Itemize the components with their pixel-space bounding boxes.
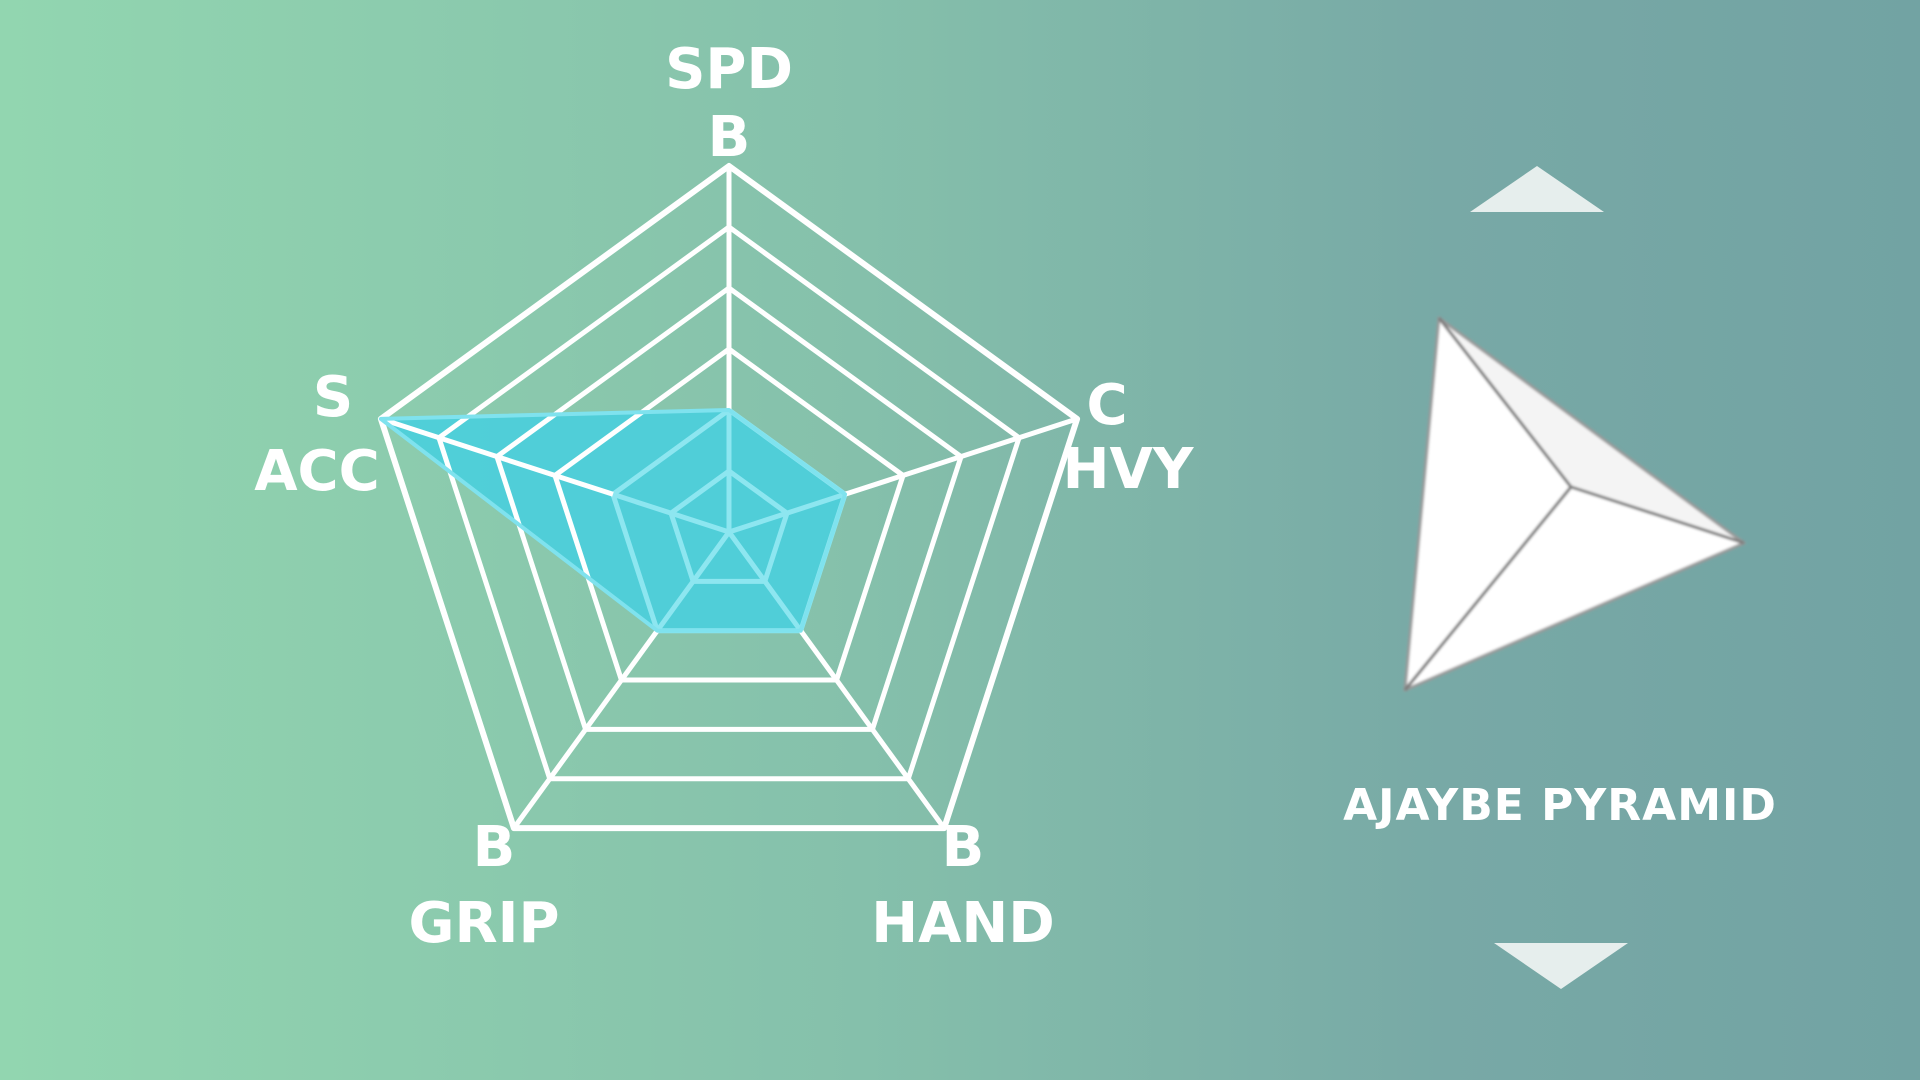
axis-label-hand: HAND — [871, 891, 1055, 956]
axis-label-hvy: HVY — [1063, 437, 1195, 502]
axis-grade-acc: S — [313, 365, 353, 430]
pyramid-icon — [1403, 316, 1746, 692]
radar-spoke — [511, 629, 660, 830]
radar-spoke — [380, 416, 614, 497]
item-name: AJAYBE PYRAMID — [1343, 780, 1777, 831]
previous-item-button[interactable] — [1470, 166, 1604, 212]
next-item-button[interactable] — [1494, 943, 1628, 989]
radar-spoke — [726, 530, 803, 633]
radar-grid-ring — [552, 346, 906, 683]
radar-spoke — [655, 530, 732, 633]
axis-grade-hand: B — [942, 815, 985, 880]
axis-label-grip: GRIP — [409, 891, 560, 956]
axis-label-acc: ACC — [254, 439, 380, 504]
radar-grid-ring — [377, 163, 1081, 832]
radar-spoke — [844, 416, 1078, 497]
radar-grid-layer — [377, 163, 1081, 832]
radar-grid-ring — [436, 224, 1022, 782]
axis-grade-grip: B — [473, 815, 516, 880]
axis-label-spd: SPD — [665, 37, 793, 102]
radar-spoke — [728, 491, 846, 535]
radar-spoke — [612, 491, 730, 535]
radar-data-outline — [378, 408, 848, 633]
radar-spoke — [798, 629, 947, 830]
radar-grid-ring — [494, 285, 964, 732]
axis-grade-spd: B — [708, 105, 751, 170]
radar-grid-ring — [668, 468, 790, 584]
axis-grade-hvy: C — [1086, 373, 1127, 438]
